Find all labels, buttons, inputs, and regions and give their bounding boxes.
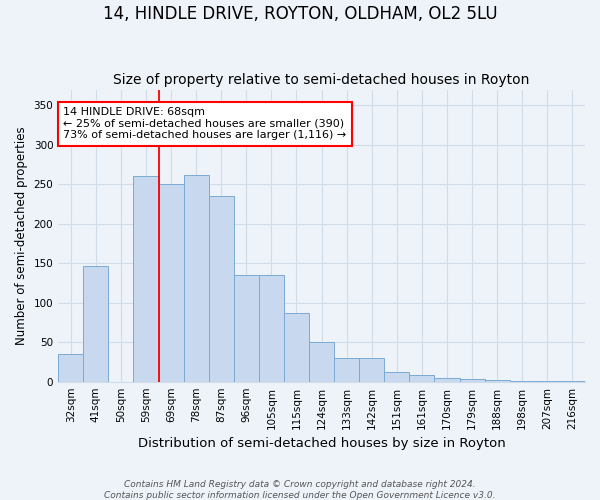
Text: Contains HM Land Registry data © Crown copyright and database right 2024.
Contai: Contains HM Land Registry data © Crown c… [104, 480, 496, 500]
Bar [334, 358, 359, 382]
Bar [133, 176, 158, 382]
Bar [434, 378, 460, 382]
Bar [560, 381, 585, 382]
Title: Size of property relative to semi-detached houses in Royton: Size of property relative to semi-detach… [113, 73, 530, 87]
Bar [83, 266, 109, 382]
Bar [284, 313, 309, 382]
Bar [409, 376, 434, 382]
Bar [58, 354, 83, 382]
Text: 14 HINDLE DRIVE: 68sqm
← 25% of semi-detached houses are smaller (390)
73% of se: 14 HINDLE DRIVE: 68sqm ← 25% of semi-det… [64, 107, 347, 140]
Bar [359, 358, 385, 382]
Bar [184, 175, 209, 382]
Bar [485, 380, 510, 382]
Bar [158, 184, 184, 382]
Bar [460, 378, 485, 382]
Text: 14, HINDLE DRIVE, ROYTON, OLDHAM, OL2 5LU: 14, HINDLE DRIVE, ROYTON, OLDHAM, OL2 5L… [103, 5, 497, 23]
Bar [309, 342, 334, 382]
Bar [234, 275, 259, 382]
X-axis label: Distribution of semi-detached houses by size in Royton: Distribution of semi-detached houses by … [138, 437, 505, 450]
Bar [535, 381, 560, 382]
Y-axis label: Number of semi-detached properties: Number of semi-detached properties [15, 126, 28, 345]
Bar [209, 196, 234, 382]
Bar [385, 372, 409, 382]
Bar [510, 381, 535, 382]
Bar [259, 275, 284, 382]
